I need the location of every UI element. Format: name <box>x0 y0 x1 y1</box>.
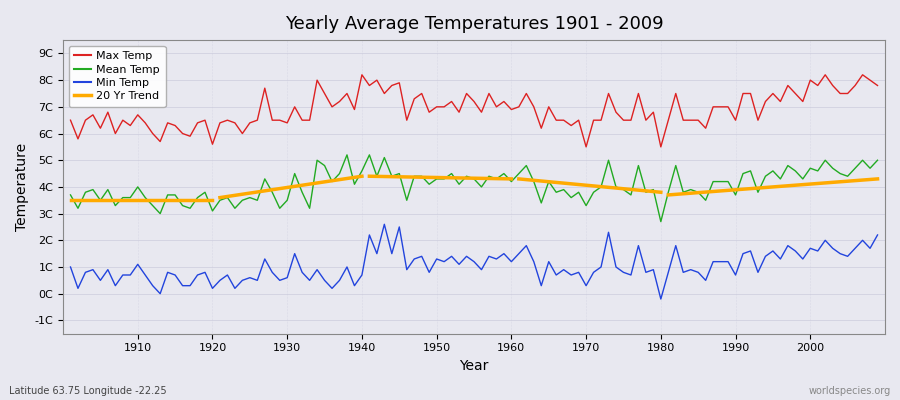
Text: Latitude 63.75 Longitude -22.25: Latitude 63.75 Longitude -22.25 <box>9 386 166 396</box>
Text: worldspecies.org: worldspecies.org <box>809 386 891 396</box>
Title: Yearly Average Temperatures 1901 - 2009: Yearly Average Temperatures 1901 - 2009 <box>284 15 663 33</box>
Y-axis label: Temperature: Temperature <box>15 143 29 231</box>
X-axis label: Year: Year <box>459 359 489 373</box>
Legend: Max Temp, Mean Temp, Min Temp, 20 Yr Trend: Max Temp, Mean Temp, Min Temp, 20 Yr Tre… <box>68 46 166 107</box>
